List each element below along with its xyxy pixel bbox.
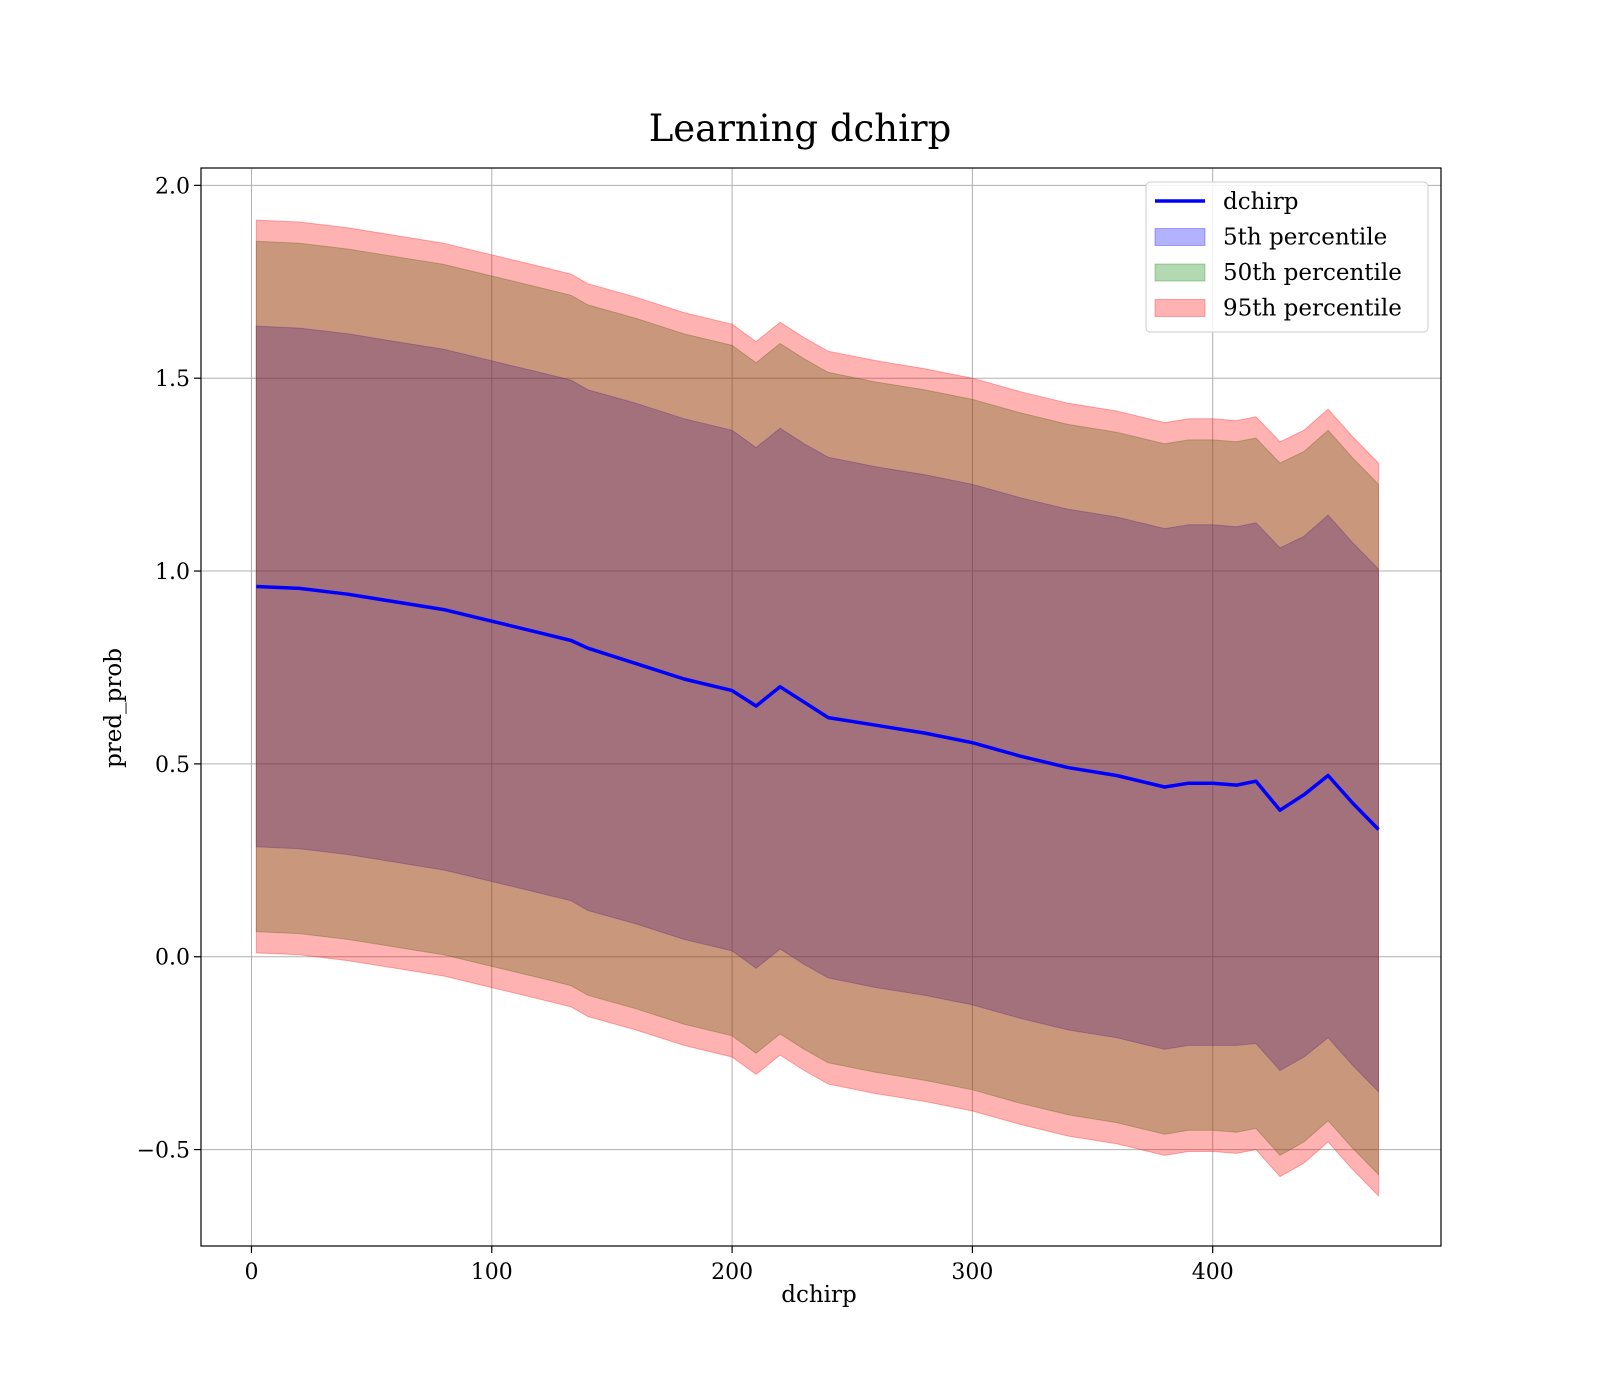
axes-frame (200, 167, 1442, 1247)
legend-swatch-band (1154, 263, 1206, 282)
x-axis-ticks: 0 100 200 300 400 (244, 1246, 1234, 1285)
series-lines (256, 584, 1380, 831)
percentile-bands (255, 219, 1379, 1198)
chart-title: Learning dchirp (649, 107, 952, 150)
plot-area: 0 100 200 300 400 −0.5 0.0 0.5 1.0 1.5 2.0 (137, 167, 1442, 1285)
band-2 (255, 240, 1379, 1176)
y-axis-label: pred_prob (101, 648, 127, 768)
grid (201, 168, 1441, 1246)
x-axis-label: dchirp (781, 1282, 857, 1308)
x-tick-label: 200 (711, 1260, 753, 1285)
y-tick-label: 2.0 (155, 174, 190, 199)
band-3 (255, 219, 1379, 1198)
x-tick-label: 300 (951, 1260, 993, 1285)
series-line-1 (256, 584, 1380, 831)
legend-box (1145, 181, 1429, 333)
y-tick-label: −0.5 (137, 1139, 190, 1164)
y-tick-label: 1.0 (155, 560, 190, 585)
y-tick-label: 0.0 (155, 946, 190, 971)
x-tick-label: 0 (244, 1260, 258, 1285)
y-axis-ticks: −0.5 0.0 0.5 1.0 1.5 2.0 (137, 174, 201, 1164)
legend-entry-label: 50th percentile (1223, 260, 1402, 286)
x-tick-label: 100 (471, 1260, 513, 1285)
legend-swatch-band (1154, 299, 1206, 317)
x-tick-label: 400 (1192, 1260, 1234, 1285)
legend-entry-label: 5th percentile (1223, 225, 1387, 251)
y-tick-label: 1.5 (155, 367, 190, 392)
legend-entry-label: dchirp (1223, 189, 1299, 215)
legend-swatch-band (1154, 228, 1206, 246)
axes-background (201, 168, 1441, 1246)
legend: dchirp 5th percentile 50th percentile 95th … (1145, 181, 1429, 333)
y-tick-label: 0.5 (155, 753, 190, 778)
legend-entry-label: 95th percentile (1223, 296, 1402, 322)
